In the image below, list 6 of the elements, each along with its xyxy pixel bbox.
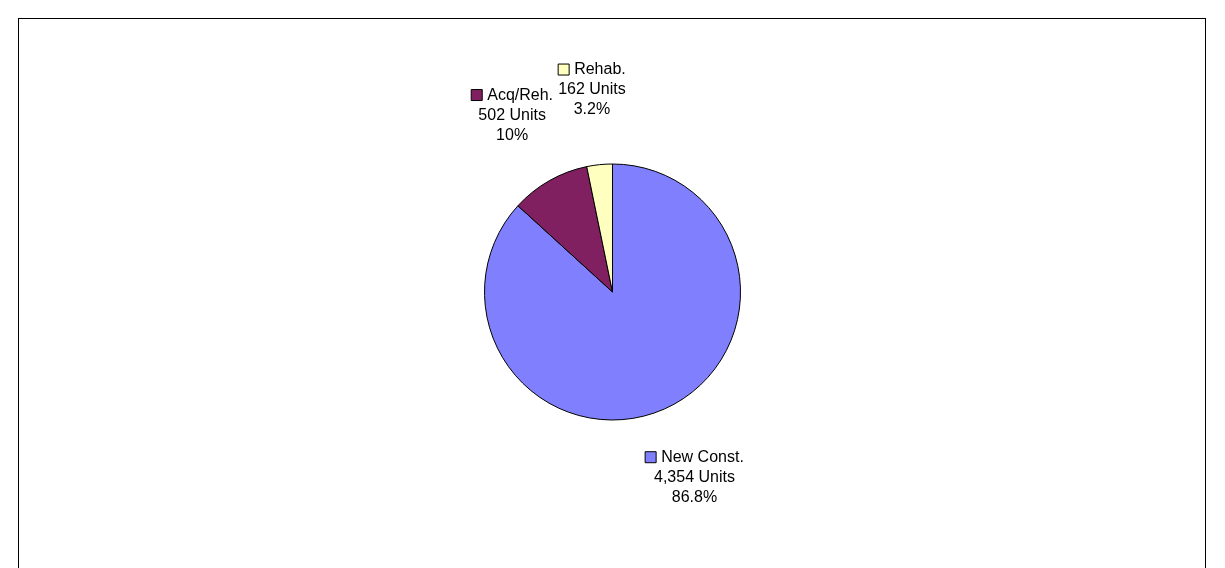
- legend-label: New Const.: [661, 448, 744, 466]
- legend-label: Acq/Reh.: [487, 85, 554, 103]
- data-label: 162 Units 3.2%: [558, 80, 626, 118]
- data-label: 4,354 Units 86.8%: [654, 468, 735, 506]
- legend-label: Rehab.: [574, 60, 626, 78]
- data-label: 502 Units 10%: [478, 105, 546, 143]
